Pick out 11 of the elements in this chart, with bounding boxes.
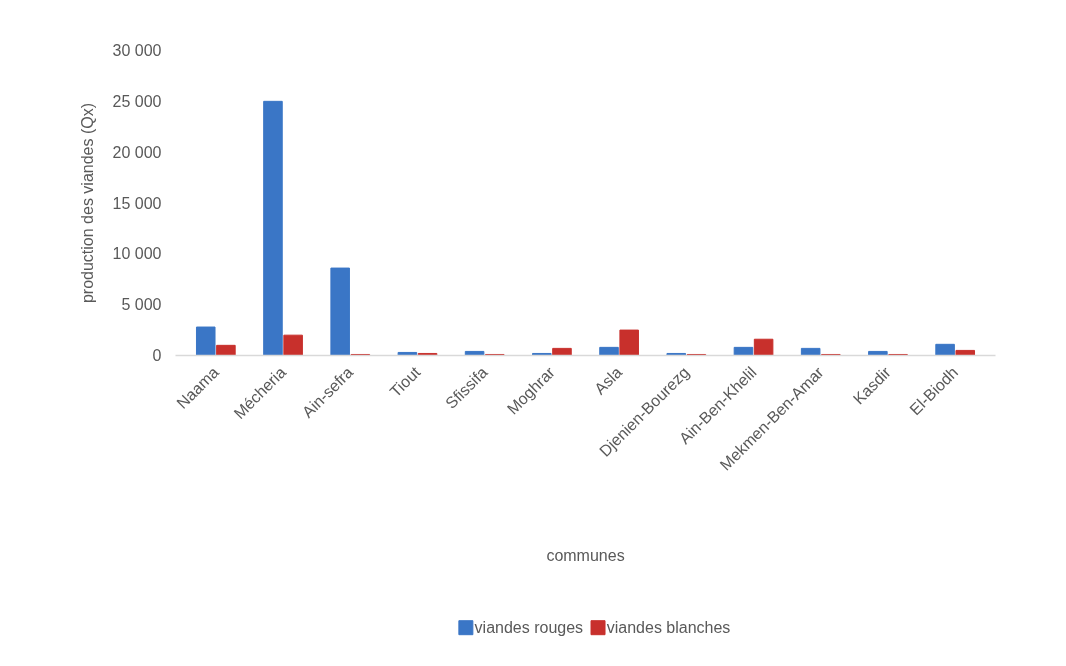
y-tick-label: 0 — [152, 347, 162, 364]
y-tick-label: 10 000 — [112, 245, 162, 263]
legend-label: viandes rouges — [474, 619, 584, 637]
y-tick-label: 30 000 — [112, 42, 162, 59]
x-axis-title: communes — [546, 546, 625, 564]
y-axis-title: production des viandes (Qx) — [78, 102, 96, 304]
y-tick-label: 20 000 — [112, 143, 162, 161]
legend-label: viandes blanches — [606, 619, 731, 637]
y-tick-label: 15 000 — [112, 194, 162, 212]
y-tick-label: 5 000 — [121, 296, 162, 314]
y-tick-label: 25 000 — [112, 92, 162, 110]
